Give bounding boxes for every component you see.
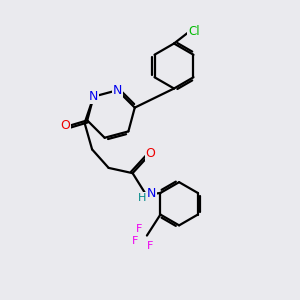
Text: O: O: [146, 147, 155, 160]
Text: Cl: Cl: [188, 25, 200, 38]
Text: N: N: [147, 187, 156, 200]
Text: F: F: [132, 236, 139, 246]
Text: O: O: [61, 119, 70, 132]
Text: F: F: [136, 224, 142, 234]
Text: F: F: [147, 241, 154, 251]
Text: H: H: [138, 193, 147, 203]
Text: N: N: [89, 90, 98, 103]
Text: N: N: [113, 84, 122, 97]
